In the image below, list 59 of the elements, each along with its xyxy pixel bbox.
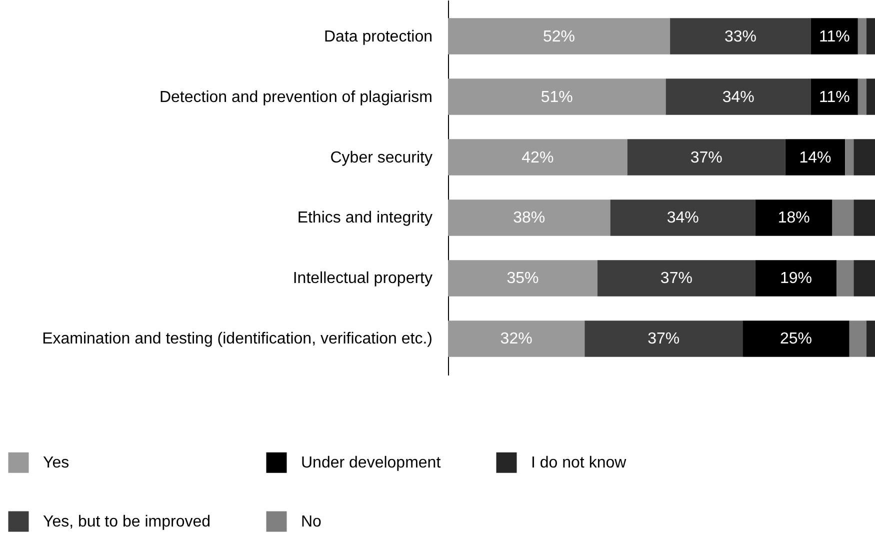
- bar: [627, 139, 786, 176]
- bar: [866, 78, 875, 115]
- bar: [448, 139, 628, 176]
- bar: [670, 18, 811, 54]
- bar: [832, 200, 854, 236]
- data-label: 18%: [778, 210, 810, 227]
- y-tick-label: Ethics and integrity: [297, 210, 432, 227]
- bar: [854, 139, 875, 176]
- data-label: 42%: [522, 149, 554, 166]
- y-tick-label: Data protection: [324, 28, 432, 46]
- bar: [854, 260, 875, 296]
- bar: [845, 139, 854, 176]
- bar: [785, 139, 846, 176]
- bar: [610, 200, 756, 236]
- bar: [858, 18, 866, 54]
- data-label: 34%: [722, 88, 754, 106]
- legend-label: Yes, but to be improved: [43, 514, 211, 530]
- bar: [866, 18, 875, 54]
- bar: [755, 260, 837, 296]
- data-label: 35%: [506, 270, 539, 288]
- y-tick-label: Intellectual property: [292, 270, 432, 288]
- y-tick-label: Detection and prevention of plagiarism: [159, 88, 432, 106]
- data-label: 37%: [660, 270, 692, 288]
- legend-label: Under development: [301, 454, 442, 472]
- data-label: 19%: [780, 270, 812, 288]
- data-label: 52%: [543, 28, 576, 46]
- data-label: 33%: [724, 28, 757, 46]
- bar: [448, 18, 670, 54]
- bar: [742, 320, 850, 357]
- data-label: 51%: [540, 88, 573, 106]
- legend-label: No: [301, 514, 322, 530]
- data-label: 34%: [666, 210, 699, 227]
- data-label: 11%: [819, 88, 850, 106]
- data-label: 11%: [819, 28, 850, 46]
- data-label: 38%: [513, 210, 546, 227]
- bar: [810, 18, 858, 54]
- data-label: 14%: [799, 149, 832, 166]
- bar: [854, 200, 875, 236]
- y-tick-label: Cyber security: [330, 149, 432, 166]
- bar: [866, 320, 875, 357]
- data-label: 32%: [500, 330, 532, 348]
- bar: [836, 260, 854, 296]
- bar: [584, 320, 743, 357]
- legend-label: I do not know: [531, 454, 627, 472]
- bar: [810, 78, 858, 115]
- bar: [448, 320, 585, 357]
- bar: [448, 200, 610, 236]
- data-label: 37%: [690, 149, 722, 166]
- bar: [666, 78, 811, 115]
- bar: [849, 320, 866, 357]
- bar: [755, 200, 832, 236]
- bar: [597, 260, 756, 296]
- data-label: 37%: [648, 330, 680, 348]
- legend-label: Yes: [43, 454, 70, 472]
- y-tick-label: Examination and testing (identification, verification etc.): [42, 330, 432, 348]
- data-label: 25%: [780, 330, 812, 348]
- bar: [448, 78, 666, 115]
- bar: [858, 78, 866, 115]
- bar: [448, 260, 598, 296]
